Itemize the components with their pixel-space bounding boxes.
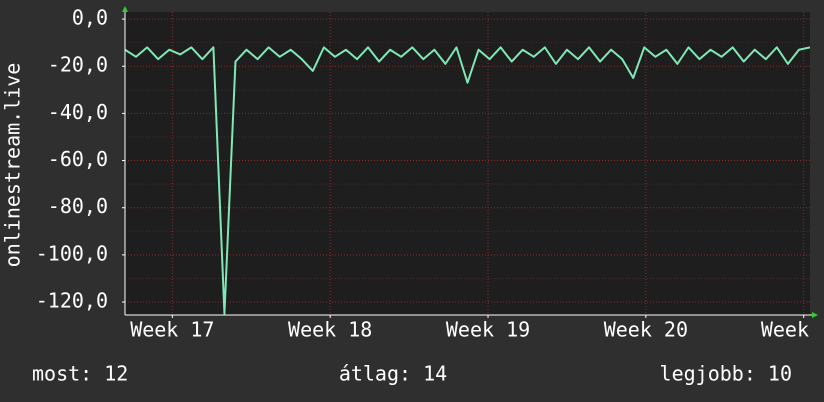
y-tick-label: -40,0 bbox=[48, 100, 108, 124]
series-line bbox=[125, 46, 810, 315]
x-arrow bbox=[812, 312, 818, 318]
y-tick-label: -20,0 bbox=[48, 53, 108, 77]
marks bbox=[125, 46, 810, 315]
x-tick-label: Week 17 bbox=[130, 318, 214, 342]
y-tick-label: -120,0 bbox=[36, 289, 108, 313]
y-tick-label: -80,0 bbox=[48, 194, 108, 218]
x-tick-label: Week bbox=[761, 318, 809, 342]
x-tick-label: Week 19 bbox=[446, 318, 530, 342]
y-tick-label: -60,0 bbox=[48, 147, 108, 171]
y-tick-label: -100,0 bbox=[36, 241, 108, 265]
stat-current: most: 12 bbox=[32, 362, 128, 386]
stat-average: átlag: 14 bbox=[339, 362, 447, 386]
x-tick-label: Week 20 bbox=[604, 318, 688, 342]
stat-best: legjobb: 10 bbox=[660, 362, 792, 386]
grid bbox=[125, 12, 810, 315]
x-tick-label: Week 18 bbox=[288, 318, 372, 342]
y-axis-label: onlinestream.live bbox=[1, 63, 25, 268]
y-arrow bbox=[122, 6, 128, 12]
y-tick-label: 0,0 bbox=[72, 6, 108, 30]
plot-area bbox=[125, 12, 810, 315]
